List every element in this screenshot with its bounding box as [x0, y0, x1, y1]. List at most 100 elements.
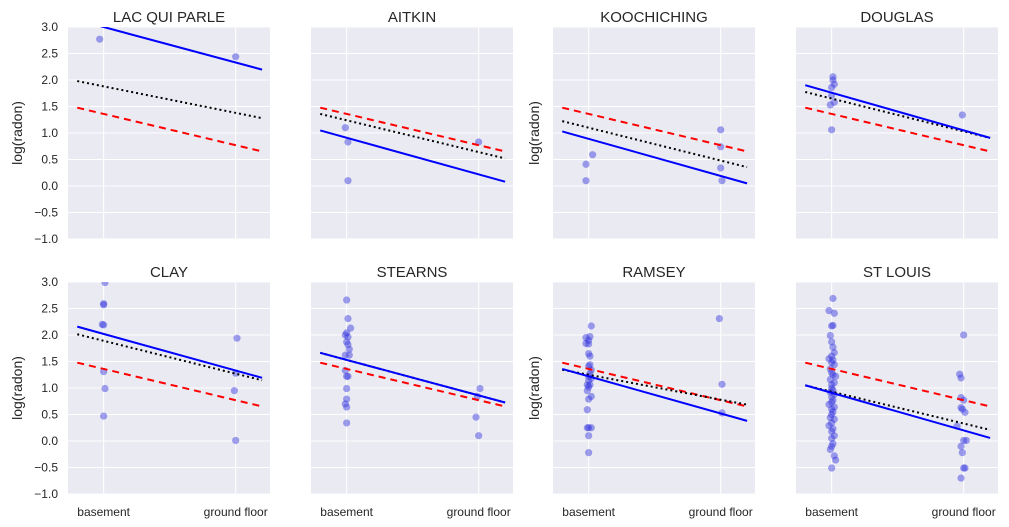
data-point	[825, 307, 833, 315]
hierarchical-fit-line	[77, 333, 263, 382]
data-point	[829, 73, 837, 81]
y-tick-label: 2.5	[41, 302, 58, 316]
data-point	[582, 177, 590, 185]
data-point	[587, 424, 595, 432]
pooled-fit-line	[320, 361, 506, 408]
county-fit-line	[561, 367, 748, 422]
data-point	[830, 403, 838, 411]
data-point	[956, 370, 964, 378]
data-point	[957, 442, 965, 450]
y-tick-label: 2.0	[41, 328, 58, 342]
data-point	[830, 379, 838, 387]
data-point	[582, 160, 590, 168]
y-axis-label: log(radon)	[9, 356, 25, 420]
x-tick-label: basement	[77, 505, 130, 519]
data-point	[476, 384, 484, 393]
data-point	[828, 393, 836, 401]
data-point	[341, 351, 349, 359]
hierarchical-fit-line	[562, 120, 748, 169]
panel-title: CLAY	[150, 264, 188, 281]
hierarchical-fit-line	[562, 368, 748, 406]
data-point	[828, 322, 836, 330]
data-point	[825, 400, 833, 409]
data-point	[585, 383, 593, 391]
data-point	[828, 338, 836, 346]
data-point	[958, 111, 966, 119]
data-point	[583, 387, 591, 395]
data-point	[826, 414, 834, 422]
pooled-fit-line	[320, 106, 506, 153]
data-point	[233, 334, 241, 342]
data-point	[345, 351, 353, 359]
data-point	[343, 338, 351, 346]
data-point	[101, 282, 109, 287]
pooled-fit-line	[805, 106, 991, 153]
data-point	[586, 381, 594, 389]
data-point	[715, 314, 723, 323]
x-tick-label: ground floor	[204, 505, 268, 519]
data-point	[828, 398, 836, 406]
y-tick-label: 2.5	[41, 47, 58, 61]
data-point	[828, 419, 836, 427]
data-point	[718, 177, 726, 185]
data-point	[341, 124, 349, 132]
data-point	[343, 419, 351, 427]
data-point	[960, 464, 968, 472]
county-fit-line	[319, 351, 506, 404]
panel-title: AITKIN	[388, 9, 436, 26]
data-point	[829, 408, 837, 416]
y-tick-label: −1.0	[34, 232, 58, 246]
y-tick-label: −1.0	[34, 487, 58, 501]
data-point	[830, 452, 838, 460]
county-fit-line	[319, 129, 506, 183]
data-point	[587, 322, 595, 330]
data-point	[829, 321, 837, 330]
pooled-fit-line	[562, 106, 748, 153]
data-point	[957, 404, 965, 412]
data-point	[585, 336, 593, 344]
data-point	[826, 101, 834, 109]
data-point	[829, 294, 837, 303]
data-point	[343, 403, 351, 411]
data-point	[344, 340, 352, 349]
data-point	[962, 436, 970, 445]
data-point	[344, 333, 352, 341]
data-point	[96, 35, 104, 43]
data-point	[826, 445, 834, 454]
y-axis-label: log(radon)	[526, 356, 542, 420]
data-point	[829, 440, 837, 448]
x-tick-label: ground floor	[932, 505, 996, 519]
data-point	[826, 331, 834, 340]
panel-title: STEARNS	[377, 264, 448, 281]
data-point	[230, 387, 238, 395]
data-point	[582, 339, 590, 348]
data-point	[472, 413, 480, 421]
data-point	[961, 464, 969, 472]
data-point	[344, 314, 352, 323]
data-point	[830, 309, 838, 317]
county-fit-line	[561, 130, 748, 185]
data-point	[586, 332, 594, 341]
data-point	[828, 126, 836, 134]
data-point	[830, 348, 838, 357]
data-point	[957, 474, 965, 482]
y-tick-label: −0.5	[34, 206, 58, 220]
data-point	[828, 83, 836, 92]
data-point	[345, 345, 353, 353]
x-tick-label: basement	[562, 505, 615, 519]
pooled-fit-line	[77, 106, 263, 153]
county-fit-line	[804, 384, 991, 439]
data-point	[832, 372, 840, 380]
data-point	[344, 177, 352, 185]
data-point	[585, 395, 593, 403]
data-point	[830, 432, 838, 440]
panel-title: DOUGLAS	[860, 9, 933, 26]
y-tick-label: 1.0	[41, 381, 58, 395]
data-point	[961, 408, 969, 416]
data-point	[828, 352, 836, 360]
data-point	[585, 340, 593, 348]
data-point	[828, 427, 836, 436]
data-point	[829, 343, 837, 351]
data-point	[718, 380, 726, 388]
